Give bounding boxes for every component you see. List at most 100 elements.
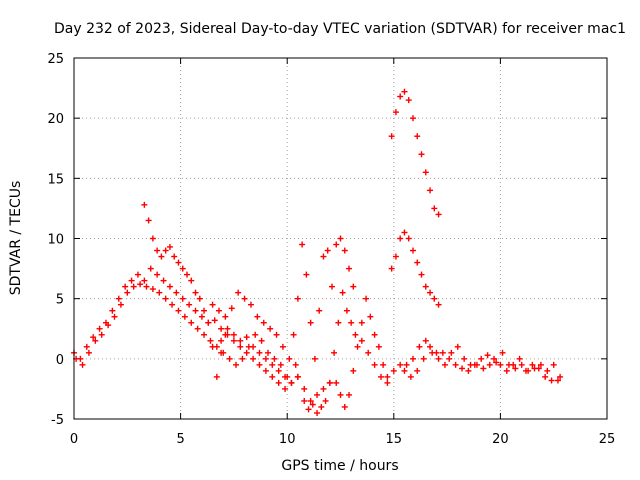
data-point-marker <box>448 349 455 356</box>
data-point-marker <box>230 331 237 338</box>
data-point-marker <box>384 373 391 380</box>
data-point-marker <box>269 361 276 368</box>
data-point-marker <box>292 361 299 368</box>
data-point-marker <box>286 355 293 362</box>
data-point-marker <box>154 247 161 254</box>
data-point-marker <box>343 307 350 314</box>
data-point-marker <box>318 403 325 410</box>
data-point-marker <box>454 343 461 350</box>
data-point-marker <box>371 361 378 368</box>
data-point-marker <box>537 361 544 368</box>
data-point-marker <box>303 271 310 278</box>
data-point-marker <box>333 241 340 248</box>
data-point-marker <box>175 259 182 266</box>
data-point-marker <box>401 88 408 95</box>
data-point-marker <box>218 337 225 344</box>
data-point-marker <box>314 409 321 416</box>
data-point-marker <box>233 361 240 368</box>
data-point-marker <box>109 307 116 314</box>
data-point-marker <box>247 301 254 308</box>
data-point-marker <box>544 367 551 374</box>
data-point-marker <box>341 247 348 254</box>
data-point-marker <box>201 307 208 314</box>
data-point-marker <box>162 247 169 254</box>
x-tick-label: 20 <box>492 432 509 447</box>
data-point-marker <box>346 391 353 398</box>
data-point-marker <box>243 334 250 341</box>
data-point-marker <box>484 352 491 359</box>
data-point-marker <box>122 283 129 290</box>
data-point-marker <box>149 235 156 242</box>
data-point-marker <box>282 385 289 392</box>
data-point-marker <box>418 151 425 158</box>
data-point-marker <box>169 301 176 308</box>
data-point-marker <box>392 253 399 260</box>
data-point-marker <box>85 349 92 356</box>
data-point-marker <box>262 355 269 362</box>
data-point-marker <box>427 343 434 350</box>
data-point-marker <box>341 403 348 410</box>
data-point-marker <box>422 169 429 176</box>
data-point-marker <box>115 295 122 302</box>
data-point-marker <box>224 325 231 332</box>
data-point-marker <box>154 271 161 278</box>
data-point-marker <box>392 109 399 116</box>
data-point-marker <box>273 331 280 338</box>
data-point-marker <box>491 355 498 362</box>
data-point-marker <box>371 331 378 338</box>
data-point-marker <box>435 301 442 308</box>
data-point-marker <box>149 286 156 293</box>
data-point-marker <box>346 265 353 272</box>
data-point-marker <box>188 319 195 326</box>
data-point-marker <box>331 349 338 356</box>
data-point-marker <box>186 301 193 308</box>
axis-ticks: 0 5 10 15 20 25 -5 0 5 10 15 20 25 <box>47 52 615 447</box>
data-point-marker <box>128 277 135 284</box>
data-point-marker <box>269 373 276 380</box>
data-point-marker <box>414 133 421 140</box>
data-point-marker <box>367 313 374 320</box>
data-point-marker <box>117 301 124 308</box>
data-point-marker <box>535 365 542 372</box>
data-point-marker <box>431 295 438 302</box>
data-point-marker <box>433 349 440 356</box>
data-point-marker <box>160 277 167 284</box>
data-point-marker <box>548 377 555 384</box>
data-point-marker <box>397 361 404 368</box>
data-point-marker <box>499 349 506 356</box>
data-point-marker <box>439 349 446 356</box>
data-point-marker <box>320 385 327 392</box>
data-point-marker <box>311 355 318 362</box>
data-point-marker <box>441 361 448 368</box>
data-point-marker <box>365 349 372 356</box>
data-point-marker <box>143 283 150 290</box>
data-point-marker <box>79 361 86 368</box>
data-point-marker <box>228 305 235 312</box>
data-point-marker <box>486 361 493 368</box>
data-point-marker <box>218 349 225 356</box>
y-tick-label: 0 <box>56 353 64 368</box>
data-point-marker <box>354 343 361 350</box>
data-point-marker <box>166 243 173 250</box>
data-point-marker <box>226 355 233 362</box>
data-point-marker <box>162 295 169 302</box>
data-point-marker <box>181 313 188 320</box>
data-point-marker <box>92 337 99 344</box>
data-point-marker <box>237 343 244 350</box>
data-point-marker <box>350 283 357 290</box>
data-point-marker <box>290 331 297 338</box>
data-point-marker <box>241 295 248 302</box>
data-point-marker <box>196 295 203 302</box>
data-point-marker <box>171 253 178 260</box>
data-point-marker <box>288 379 295 386</box>
data-point-marker <box>201 331 208 338</box>
data-point-marker <box>271 355 278 362</box>
data-point-marker <box>256 361 263 368</box>
data-point-marker <box>237 337 244 344</box>
data-point-marker <box>307 319 314 326</box>
data-point-marker <box>388 265 395 272</box>
data-point-marker <box>141 201 148 208</box>
data-point-marker <box>230 337 237 344</box>
y-tick-label: 15 <box>47 172 64 187</box>
data-point-marker <box>397 235 404 242</box>
